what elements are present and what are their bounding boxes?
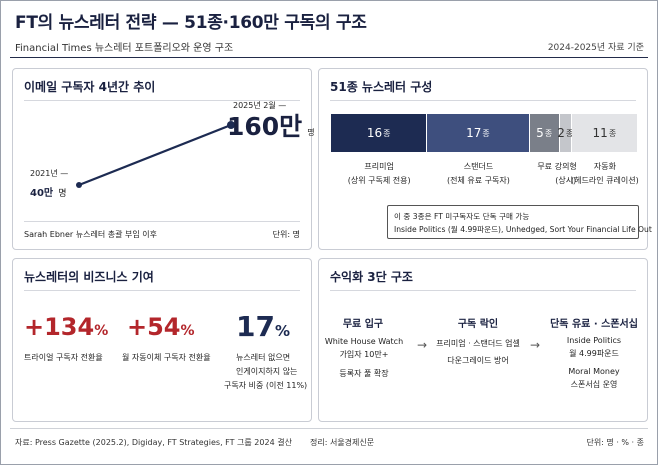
stage-free-line1: White House Watch	[324, 337, 404, 346]
start-unit: 명	[58, 189, 67, 199]
composition-segment-unit: 종	[565, 128, 574, 138]
start-year-label: 2021년 —	[30, 169, 69, 178]
monetization-heading-divider	[330, 290, 636, 291]
growth-heading-divider	[24, 100, 300, 101]
stat-engagement-desc3: 구독자 비중 (이전 11%)	[224, 381, 308, 390]
stage-standalone-line3: Moral Money	[568, 367, 620, 376]
title-divider	[10, 57, 648, 58]
page-title: FT의 뉴스레터 전략 — 51종·160만 구독의 구조	[15, 13, 367, 33]
stage-standalone-line2: 월 4.99파운드	[569, 349, 619, 358]
arrow-icon: →	[417, 338, 428, 352]
standalone-note-line1: 이 중 3종은 FT 미구독자도 단독 구매 가능	[394, 212, 530, 221]
monetization-heading: 수익화 3단 구조	[330, 270, 413, 284]
composition-heading-divider	[330, 100, 636, 101]
growth-line-chart	[76, 121, 235, 188]
composition-heading: 51종 뉴스레터 구성	[330, 80, 433, 94]
stage-standalone-line1: Inside Politics	[566, 336, 622, 345]
composition-segment-sublabel: (상위 구독제 전용)	[347, 176, 411, 185]
stat-monthly-value: +54	[127, 313, 181, 341]
footer-editor: 정리: 서울경제신문	[310, 438, 375, 447]
composition-segment-unit: 종	[383, 128, 391, 138]
footer-units: 단위: 명 · % · 종	[586, 438, 644, 447]
standalone-note-line2: Inside Politics (월 4.99파운드), Unhedged, S…	[394, 225, 652, 234]
stat-trial-suffix: %	[94, 323, 109, 339]
composition-segment-sublabel: (상시)	[555, 176, 577, 185]
stat-engagement-desc1: 뉴스레터 없으면	[236, 353, 291, 362]
composition-segment-label: 무료	[537, 162, 553, 171]
arrow-icon: →	[530, 338, 541, 352]
stat-trial-desc: 트라이얼 구독자 전환율	[24, 353, 103, 362]
composition-segment-0: 16 종	[331, 114, 427, 152]
page-subtitle: Financial Times 뉴스레터 포트폴리오와 운영 구조	[15, 43, 234, 54]
contribution-heading: 뉴스레터의 비즈니스 기여	[24, 270, 154, 284]
stage-standalone-title: 단독 유료 · 스폰서십	[550, 319, 638, 330]
composition-segment-label: 강의형	[554, 162, 577, 171]
standalone-note: 이 중 3종은 FT 미구독자도 단독 구매 가능 Inside Politic…	[387, 205, 652, 239]
composition-segment-label: 프리미엄	[364, 162, 394, 171]
composition-segment-count: 2	[557, 126, 565, 140]
stage-lockin-line2: 다운그레이드 방어	[447, 356, 509, 365]
contribution-panel: 뉴스레터의 비즈니스 기여	[12, 258, 312, 422]
end-unit: 명	[307, 128, 315, 137]
start-value-group: 40만 명	[30, 181, 67, 200]
stat-monthly-desc: 월 자동이체 구독자 전환율	[122, 353, 211, 362]
composition-panel: 51종 뉴스레터 구성	[318, 68, 648, 250]
end-value: 160만	[227, 112, 303, 141]
footer-divider	[10, 428, 648, 429]
growth-point-2021	[76, 182, 82, 188]
growth-panel: 이메일 구독자 4년간 추이 2021년 — 40만 명 2025년 2월 — …	[12, 68, 315, 250]
stat-trial-value: +134	[24, 313, 95, 341]
stat-engagement-desc2: 인게이지하지 않는	[236, 367, 298, 376]
stat-engagement-suffix: %	[274, 322, 290, 340]
growth-unit-note: 단위: 명	[272, 230, 300, 239]
composition-segment-count: 5	[536, 126, 544, 140]
stat-engagement-value-group: 17%	[236, 310, 290, 343]
footer-source: 자료: Press Gazette (2025.2), Digiday, FT …	[15, 438, 292, 447]
stage-free-line3: 등록자 풀 확장	[339, 369, 389, 378]
composition-segment-unit: 종	[482, 128, 490, 138]
contribution-heading-divider	[24, 290, 300, 291]
composition-segment-count: 11	[592, 126, 608, 140]
growth-point-2025	[227, 121, 235, 129]
stage-lockin-title: 구독 락인	[457, 319, 499, 330]
start-value: 40만	[30, 188, 54, 199]
stage-standalone-line4: 스폰서십 운영	[570, 380, 618, 389]
stat-engagement-value: 17	[236, 310, 275, 343]
stage-free-title: 무료 입구	[342, 319, 384, 330]
data-basis: 2024-2025년 자료 기준	[547, 43, 644, 53]
composition-segment-count: 17	[466, 126, 482, 140]
growth-footer-divider	[24, 221, 300, 222]
growth-line	[78, 123, 232, 187]
stat-monthly-value-group: +54%	[127, 313, 195, 341]
stat-monthly-suffix: %	[180, 323, 195, 339]
composition-segment-4: 11 종	[571, 114, 637, 152]
growth-source-note: Sarah Ebner 뉴스레터 총괄 부임 이후	[24, 230, 157, 239]
composition-segment-sublabel: (헤드라인 큐레이션)	[571, 176, 639, 185]
composition-segment-unit: 종	[544, 128, 553, 138]
monetization-panel: 수익화 3단 구조	[318, 258, 648, 422]
end-year-label: 2025년 2월 —	[233, 101, 287, 110]
composition-segment-unit: 종	[608, 128, 617, 138]
stat-trial-value-group: +134%	[24, 313, 108, 341]
end-value-group: 160만 명	[227, 107, 315, 143]
stage-lockin-line1: 프리미엄 · 스탠더드 업셀	[436, 339, 520, 348]
composition-segment-count: 16	[366, 126, 383, 140]
composition-segment-sublabel: (전체 유료 구독자)	[447, 176, 510, 185]
stage-free-line2: 가입자 10만+	[339, 350, 389, 359]
composition-segment-label: 자동화	[593, 162, 616, 171]
composition-segment-1: 17 종	[427, 114, 529, 152]
growth-heading: 이메일 구독자 4년간 추이	[24, 80, 156, 94]
composition-segment-label: 스탠더드	[463, 162, 494, 171]
